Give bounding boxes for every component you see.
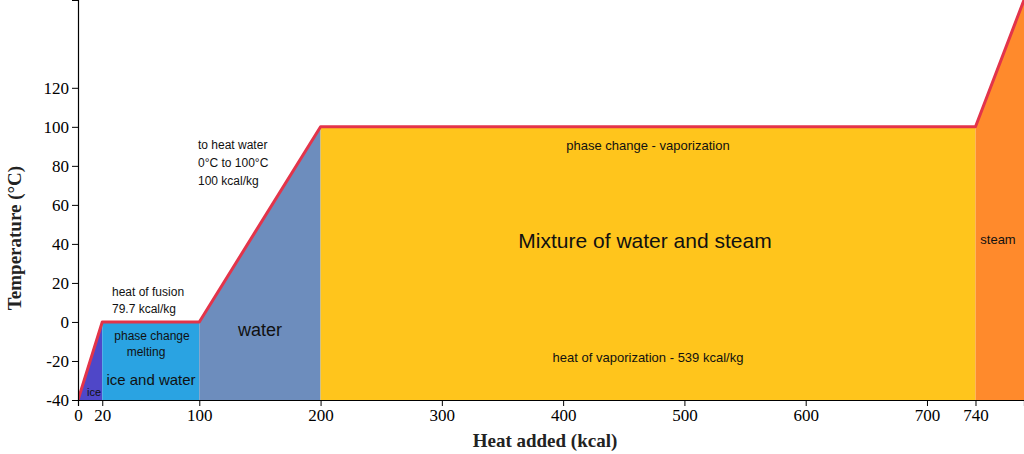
tick-label: 60 [52, 196, 69, 215]
tick: 600 [793, 400, 819, 425]
annotation: heat of fusion [112, 285, 184, 299]
annotations: heat of fusion 79.7 kcal/kg to heat water 0… [112, 138, 743, 365]
tick: 100 [44, 118, 79, 137]
tick-label: 20 [94, 406, 111, 425]
tick: 300 [430, 400, 456, 425]
tick: 80 [52, 157, 78, 176]
tick-label: 600 [793, 406, 819, 425]
tick-label: 700 [915, 406, 941, 425]
tick: -40 [46, 391, 78, 410]
region-label: water [237, 320, 282, 340]
tick-label: 80 [52, 157, 69, 176]
tick-label: 120 [44, 79, 70, 98]
tick-mark [72, 166, 78, 167]
region-label: ice and water [106, 371, 195, 388]
y-axis: -40 -20 0 20 40 60 80 100 120 [44, 1, 79, 410]
annotation: to heat water [198, 138, 267, 152]
tick: 700 [915, 400, 941, 425]
region-area [321, 127, 976, 400]
region-area [102, 322, 199, 400]
tick-label: 100 [187, 406, 213, 425]
tick-label: -40 [46, 391, 69, 410]
plot-area [78, 0, 1024, 400]
tick: 200 [308, 400, 334, 425]
tick-mark [72, 88, 78, 89]
tick-mark [72, 400, 78, 401]
tick: 20 [94, 400, 111, 425]
tick: 400 [551, 400, 577, 425]
tick: 60 [52, 196, 78, 215]
x-axis: 0 20 100 200 300 400 500 600 700 740 [74, 400, 1024, 425]
region-label: melting [127, 345, 166, 359]
tick-label: 300 [430, 406, 456, 425]
y-axis-title: Temperature (°C) [4, 166, 26, 310]
tick-mark [72, 322, 78, 323]
region-label: Mixture of water and steam [518, 229, 771, 252]
tick-mark [72, 244, 78, 245]
tick-label: 0 [61, 313, 70, 332]
axis-line [72, 1, 79, 401]
tick: 120 [44, 79, 79, 98]
tick-label: -20 [46, 352, 69, 371]
tick-label: 200 [308, 406, 334, 425]
tick: 100 [187, 400, 213, 425]
tick: 0 [61, 313, 79, 332]
tick: -20 [46, 352, 78, 371]
tick-mark [72, 127, 78, 128]
tick-label: 40 [52, 235, 69, 254]
tick: 0 [74, 400, 83, 425]
region-label: ice [87, 386, 101, 398]
tick-label: 0 [74, 406, 83, 425]
tick: 40 [52, 235, 78, 254]
tick-mark [72, 361, 78, 362]
chart-container: 0 20 100 200 300 400 500 600 700 740 -40 -20 0 20 40 60… [0, 0, 1024, 454]
heating-curve [78, 0, 1024, 400]
region-label: phase change [114, 329, 190, 343]
chart-svg: 0 20 100 200 300 400 500 600 700 740 -40 -20 0 20 40 60… [0, 0, 1024, 454]
annotation: heat of vaporization - 539 kcal/kg [553, 350, 744, 365]
tick-label: 20 [52, 274, 69, 293]
tick-label: 100 [44, 118, 70, 137]
tick: 500 [672, 400, 698, 425]
tick-label: 400 [551, 406, 577, 425]
tick: 740 [963, 400, 989, 425]
tick-label: 500 [672, 406, 698, 425]
tick: 20 [52, 274, 78, 293]
annotation: 0°C to 100°C [198, 156, 269, 170]
tick-mark [72, 205, 78, 206]
tick-mark [72, 283, 78, 284]
tick-label: 740 [963, 406, 989, 425]
annotation: 79.7 kcal/kg [112, 302, 176, 316]
annotation: 100 kcal/kg [198, 174, 259, 188]
x-axis-title: Heat added (kcal) [473, 430, 618, 452]
region-label: steam [980, 232, 1015, 247]
annotation: phase change - vaporization [566, 138, 729, 153]
region-labels: ice phase change melting ice and water water… [87, 229, 1016, 398]
